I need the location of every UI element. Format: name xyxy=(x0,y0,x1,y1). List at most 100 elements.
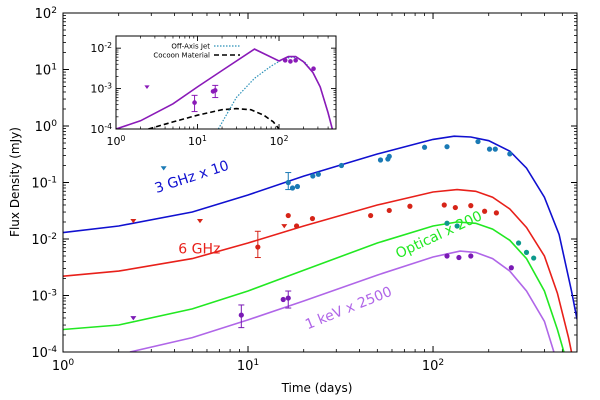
data-point xyxy=(294,183,301,190)
series-0-point-0 xyxy=(285,172,292,191)
y-axis-title: Flux Density (mJy) xyxy=(8,127,22,237)
main-plot-frame xyxy=(62,12,578,353)
series-label-0: 3 GHz x 10 xyxy=(153,158,231,197)
data-point xyxy=(280,296,286,303)
data-point xyxy=(515,240,522,246)
data-point xyxy=(282,58,288,63)
series-1-point-4 xyxy=(368,212,374,219)
data-point xyxy=(212,88,218,93)
series-1-point-11 xyxy=(493,210,499,216)
series-1-point-5 xyxy=(386,207,392,214)
series-0-point-5 xyxy=(338,162,345,169)
data-point xyxy=(493,210,499,216)
data-point xyxy=(454,223,460,229)
inset-frame xyxy=(115,35,337,130)
inset-upper-limit-0 xyxy=(144,85,150,89)
series-2-point-3 xyxy=(523,249,530,255)
series-0-point-6 xyxy=(377,157,384,163)
data-point xyxy=(468,253,474,259)
data-point xyxy=(444,220,450,226)
inset-y-tick-label: 10-3 xyxy=(90,81,112,96)
data-points xyxy=(130,138,537,329)
data-point xyxy=(531,255,537,261)
inset-plot: 100 101 102 10-4 10-3 10-2 Off-Axis JetCocoon … xyxy=(90,35,337,149)
data-point xyxy=(285,295,291,301)
inset-data-points xyxy=(144,58,316,113)
data-point xyxy=(482,208,488,214)
data-point xyxy=(452,204,458,211)
data-point xyxy=(238,312,244,318)
series-0-point-13 xyxy=(492,146,498,152)
inset-point-2 xyxy=(212,84,219,99)
data-point xyxy=(421,144,428,150)
data-point xyxy=(456,254,462,261)
series-0-upper-limit-0 xyxy=(160,166,167,171)
x-tick-label: 102 xyxy=(422,358,444,374)
data-point xyxy=(192,100,197,105)
series-3-point-1 xyxy=(280,296,286,303)
series-0-point-9 xyxy=(421,144,428,150)
series-0-point-14 xyxy=(507,151,513,157)
inset-point-3 xyxy=(282,58,288,63)
x-tick-label: 101 xyxy=(237,358,259,374)
data-point xyxy=(311,66,316,72)
inset-x-tick-label: 101 xyxy=(188,134,207,149)
data-point xyxy=(407,203,413,209)
x-tick-label: 100 xyxy=(52,358,75,374)
series-1-upper-limit-0 xyxy=(130,218,137,224)
series-3-point-6 xyxy=(508,265,514,271)
y-tick-label: 10-4 xyxy=(31,345,57,361)
inset-point-5 xyxy=(293,58,298,63)
data-point xyxy=(486,146,493,152)
data-point xyxy=(386,153,392,159)
data-point xyxy=(255,244,261,250)
inset-cocoon-curve xyxy=(148,107,280,129)
series-1-point-9 xyxy=(468,203,474,209)
series-0-point-10 xyxy=(444,144,450,150)
series-1-upper-limit-1 xyxy=(196,218,203,224)
y-tick-label: 102 xyxy=(35,6,57,22)
data-point xyxy=(293,58,298,63)
legend-label-1: Cocoon Material xyxy=(153,52,210,60)
data-point xyxy=(475,138,481,145)
model-curve-3 xyxy=(129,250,555,352)
series-label-1: 6 GHz xyxy=(178,242,220,258)
data-point xyxy=(444,144,450,150)
data-point xyxy=(492,146,498,152)
inset-y-tick-label: 10-4 xyxy=(90,122,112,137)
data-point xyxy=(288,59,293,64)
series-1-point-1 xyxy=(285,212,291,219)
series-3-upper-limit-0 xyxy=(130,316,137,321)
series-label-3: 1 keV x 2500 xyxy=(303,284,394,333)
data-point xyxy=(508,265,514,271)
data-point xyxy=(523,249,530,255)
data-point xyxy=(310,173,316,179)
series-2-point-0 xyxy=(444,220,450,226)
x-axis-title: Time (days) xyxy=(281,381,353,395)
data-point xyxy=(293,223,300,229)
data-point xyxy=(468,203,474,209)
data-point xyxy=(285,212,291,219)
model-curve-2 xyxy=(63,221,565,352)
inset-point-4 xyxy=(288,59,293,64)
data-point xyxy=(285,179,291,186)
series-1-point-6 xyxy=(407,203,413,209)
series-3-point-5 xyxy=(468,253,474,259)
y-tick-label: 10-3 xyxy=(31,289,57,305)
inset-point-0 xyxy=(191,94,198,113)
series-0-point-3 xyxy=(310,173,316,179)
y-tick-label: 100 xyxy=(35,119,58,135)
series-0-point-11 xyxy=(475,138,481,145)
y-tick-label: 10-1 xyxy=(31,176,57,192)
y-tick-label: 10-2 xyxy=(31,232,57,248)
series-1-point-10 xyxy=(482,208,488,214)
series-3-point-0 xyxy=(238,304,245,329)
series-2-point-4 xyxy=(531,255,537,261)
data-point xyxy=(441,202,447,208)
series-3-point-2 xyxy=(285,290,292,309)
data-point xyxy=(309,215,316,222)
data-point xyxy=(507,151,513,157)
model-curves xyxy=(63,135,577,352)
